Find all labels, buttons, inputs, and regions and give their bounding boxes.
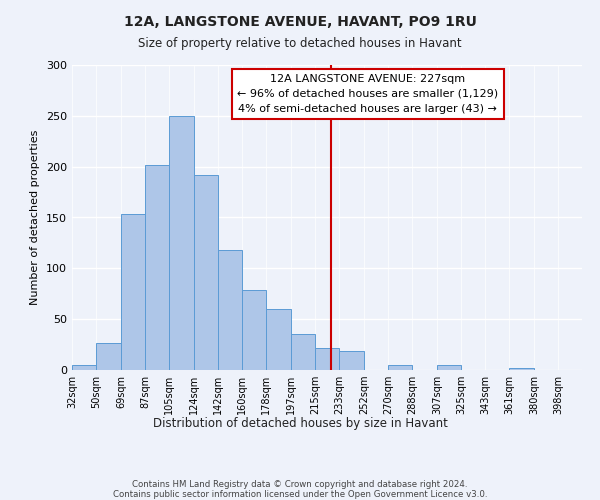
Bar [194,175,218,370]
Text: 12A, LANGSTONE AVENUE, HAVANT, PO9 1RU: 12A, LANGSTONE AVENUE, HAVANT, PO9 1RU [124,15,476,29]
Bar [315,348,339,370]
Bar [266,309,291,370]
Bar [388,365,412,370]
Text: 12A LANGSTONE AVENUE: 227sqm
← 96% of detached houses are smaller (1,129)
4% of : 12A LANGSTONE AVENUE: 227sqm ← 96% of de… [237,74,499,114]
Bar [437,365,461,370]
Bar [291,334,315,370]
Bar [121,214,145,370]
Bar [145,164,169,370]
Bar [169,116,194,370]
Bar [96,342,121,370]
Bar [218,250,242,370]
Bar [242,290,266,370]
Bar [72,365,96,370]
Y-axis label: Number of detached properties: Number of detached properties [31,130,40,305]
Bar [509,368,534,370]
Text: Distribution of detached houses by size in Havant: Distribution of detached houses by size … [152,418,448,430]
Text: Contains HM Land Registry data © Crown copyright and database right 2024.: Contains HM Land Registry data © Crown c… [132,480,468,489]
Text: Contains public sector information licensed under the Open Government Licence v3: Contains public sector information licen… [113,490,487,499]
Text: Size of property relative to detached houses in Havant: Size of property relative to detached ho… [138,38,462,51]
Bar [339,350,364,370]
